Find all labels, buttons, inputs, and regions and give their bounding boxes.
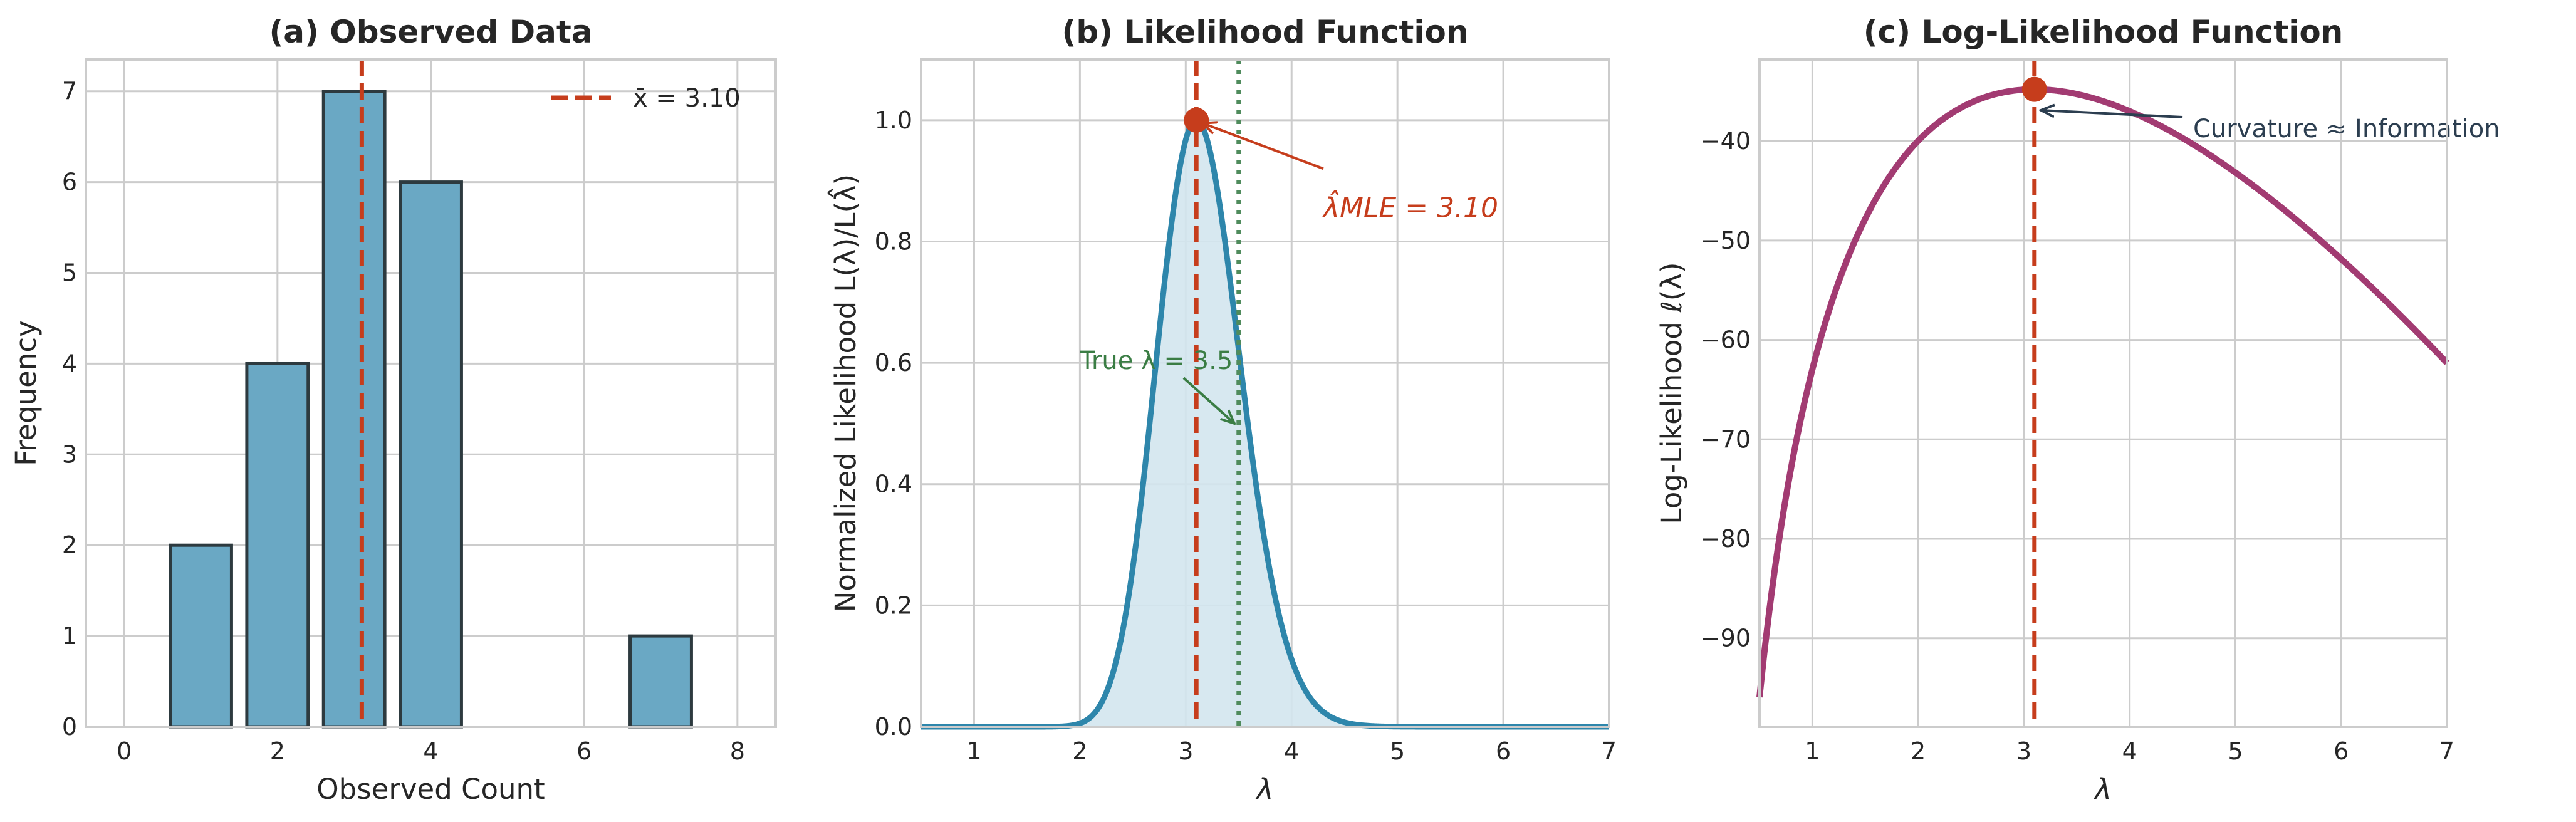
likelihood-area — [921, 120, 1609, 727]
y-tick-label: −60 — [1701, 326, 1751, 354]
histogram-bar — [169, 543, 233, 729]
histogram-bar — [628, 634, 693, 729]
mle-annotation: λ̂MLE = 3.10 — [1322, 190, 1498, 224]
x-tick-label: 3 — [2016, 737, 2031, 765]
y-tick-label: 0 — [62, 713, 77, 741]
x-tick-label: 8 — [730, 737, 745, 765]
y-tick-label: −50 — [1701, 227, 1751, 254]
x-tick-label: 4 — [423, 737, 438, 765]
y-tick-label: −90 — [1701, 625, 1751, 652]
y-tick-label: 4 — [62, 350, 77, 377]
mle-point — [2021, 76, 2047, 102]
y-tick-label: 6 — [62, 169, 77, 196]
x-tick-label: 2 — [1911, 737, 1926, 765]
y-tick-label: 0.6 — [875, 349, 912, 377]
chart-title: (b) Likelihood Function — [1062, 14, 1469, 50]
x-tick-label: 5 — [2228, 737, 2243, 765]
y-tick-label: 0.4 — [875, 471, 912, 498]
histogram-bar — [245, 362, 310, 729]
x-tick-label: 6 — [576, 737, 592, 765]
y-axis-label: Log-Likelihood ℓ(λ) — [1655, 262, 1688, 524]
y-tick-label: 5 — [62, 259, 77, 287]
curvature-arrow — [2041, 110, 2183, 119]
x-tick-label: 1 — [966, 737, 981, 765]
x-tick-label: 5 — [1390, 737, 1405, 765]
y-tick-label: −40 — [1701, 127, 1751, 155]
x-tick-label: 6 — [2334, 737, 2349, 765]
x-axis-label: λ — [2094, 773, 2112, 806]
x-tick-label: 7 — [1602, 737, 1617, 765]
y-tick-label: 2 — [62, 531, 77, 559]
x-tick-label: 1 — [1805, 737, 1820, 765]
y-axis-label: Frequency — [9, 320, 43, 466]
legend-mean-label: x̄ = 3.10 — [633, 84, 741, 113]
x-tick-label: 2 — [1072, 737, 1087, 765]
x-tick-label: 6 — [1496, 737, 1511, 765]
mle-point — [1184, 107, 1209, 133]
mle-arrow — [1202, 123, 1324, 170]
chart-title: (c) Log-Likelihood Function — [1864, 14, 2344, 50]
true-lambda-annotation: True λ = 3.5 — [1079, 346, 1233, 375]
y-tick-label: 1 — [62, 622, 77, 650]
panel-a: 0 2 4 6 8 0 1 2 3 4 5 6 7 (a) Observed Data Observed C… — [9, 14, 777, 806]
x-tick-label: 3 — [1178, 737, 1193, 765]
y-tick-label: −80 — [1701, 525, 1751, 553]
x-tick-label: 7 — [2439, 737, 2454, 765]
y-tick-label: −70 — [1701, 425, 1751, 453]
log-likelihood-curve — [1756, 86, 2449, 698]
x-axis-label: Observed Count — [316, 773, 545, 806]
axes-frame — [1758, 58, 2448, 728]
x-axis-label: λ — [1256, 773, 1274, 806]
x-tick-label: 4 — [1284, 737, 1299, 765]
y-tick-label: 0.0 — [875, 713, 912, 741]
panel-c: 1 2 3 4 5 6 7 −90 −80 −70 −60 −50 −40 (c) Log-Likelih… — [1655, 14, 2500, 806]
histogram-bar — [399, 180, 463, 729]
chart-title: (a) Observed Data — [269, 14, 592, 50]
axes-frame — [920, 58, 1610, 728]
x-tick-label: 0 — [117, 737, 132, 765]
true-lambda-arrow — [1182, 377, 1234, 424]
y-tick-label: 0.2 — [875, 591, 912, 619]
y-tick-label: 7 — [62, 78, 77, 105]
y-tick-label: 1.0 — [875, 107, 912, 134]
panel-b: 1 2 3 4 5 6 7 0.0 0.2 0.4 0.6 0.8 1.0 (b) Likelihood … — [828, 14, 1617, 806]
y-tick-label: 0.8 — [875, 227, 912, 255]
y-tick-label: 3 — [62, 440, 77, 468]
histogram-bar — [321, 90, 387, 729]
x-tick-label: 4 — [2122, 737, 2137, 765]
x-tick-label: 2 — [270, 737, 285, 765]
axes-frame — [85, 58, 777, 728]
y-axis-label: Normalized Likelihood L(λ)/L(λ̂) — [828, 174, 862, 612]
curvature-annotation: Curvature ≈ Information — [2193, 115, 2500, 143]
